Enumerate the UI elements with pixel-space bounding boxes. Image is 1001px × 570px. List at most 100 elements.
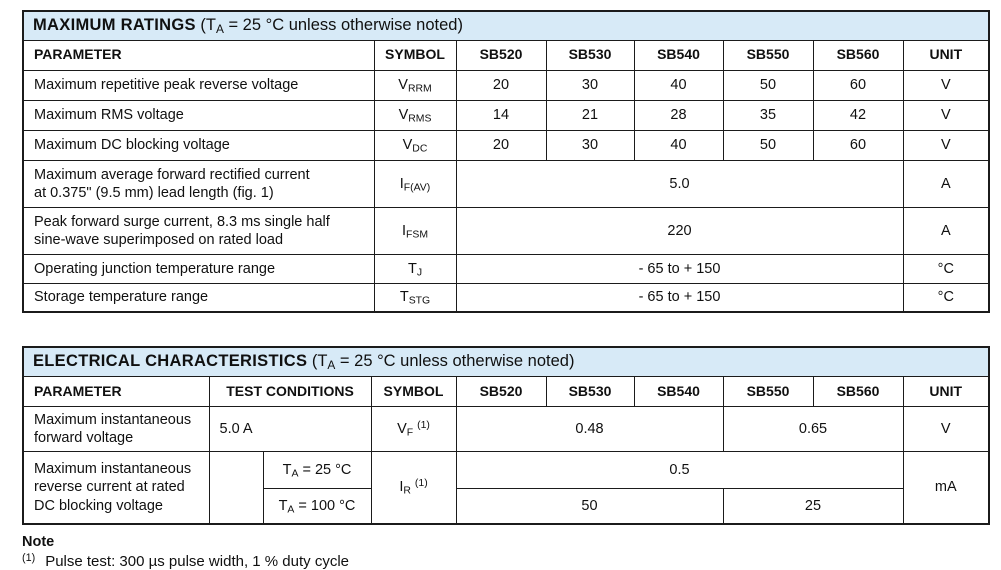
table-cell: mA xyxy=(902,450,990,525)
subscript: F(AV) xyxy=(403,182,431,194)
subscript: J xyxy=(416,267,423,279)
table-header-row: PARAMETER SYMBOL SB520 SB530 SB540 SB550 SB560… xyxy=(22,39,990,71)
table-cell: IF(AV) xyxy=(373,159,457,208)
parameter-cell: Operating junction temperature range xyxy=(22,253,375,284)
table-cell: 5.0 xyxy=(455,159,904,208)
table-title-condition: (TA = 25 °C unless otherwise noted) xyxy=(195,16,463,36)
table-cell: 50 xyxy=(455,487,724,525)
table-header-row: PARAMETER TEST CONDITIONS SYMBOL SB520 SB530… xyxy=(22,375,990,407)
table-cell: 40 xyxy=(633,69,724,101)
subscript: RRM xyxy=(407,83,432,95)
column-header-sb560: SB560 xyxy=(812,375,904,407)
table-row: Maximum instantaneous forward voltage 5.0… xyxy=(22,405,990,452)
superscript: (1) xyxy=(417,419,430,431)
subscript: F xyxy=(406,427,414,439)
table-row: Operating junction temperature range TJ - … xyxy=(22,253,990,284)
parameter-cell: Maximum instantaneous reverse current at… xyxy=(22,450,210,525)
table-cell: 50 xyxy=(722,129,814,161)
table-cell: TA = 25 °C xyxy=(262,450,372,489)
table-row: Maximum average forward rectified curren… xyxy=(22,159,990,208)
subscript: STG xyxy=(408,295,431,307)
table-row: Storage temperature range TSTG - 65 to + 1… xyxy=(22,282,990,313)
table-cell: 5.0 A xyxy=(208,405,372,452)
table-row: TA = 100 °C 50 25 xyxy=(23,487,989,525)
table-cell: 0.65 xyxy=(722,405,904,452)
superscript: (1) xyxy=(414,478,428,490)
table-cell xyxy=(208,450,264,525)
table-cell: 60 xyxy=(812,129,904,161)
table-cell: VRMS xyxy=(373,99,457,131)
table-cell: °C xyxy=(902,253,990,284)
parameter-cell: Maximum repetitive peak reverse voltage xyxy=(22,69,375,101)
parameter-cell: Maximum instantaneous forward voltage xyxy=(22,405,210,452)
note-line: (1) Pulse test: 300 µs pulse width, 1 % d… xyxy=(22,551,1001,570)
table-row: Maximum instantaneous reverse current at… xyxy=(22,450,990,525)
table-cell: 50 xyxy=(722,69,814,101)
column-header-sb550: SB550 xyxy=(722,39,814,71)
table-cell: 28 xyxy=(633,99,724,131)
table-cell: °C xyxy=(902,282,990,313)
parameter-cell: Maximum DC blocking voltage xyxy=(22,129,375,161)
table-title-row: ELECTRICAL CHARACTERISTICS (TA = 25 °C u… xyxy=(22,346,990,377)
table-cell: 20 xyxy=(455,129,547,161)
table-cell: TJ xyxy=(373,253,457,284)
table-title-row: MAXIMUM RATINGS (TA = 25 °C unless other… xyxy=(22,10,990,41)
table-cell: TSTG xyxy=(373,282,457,313)
table-maximum-ratings: MAXIMUM RATINGS (TA = 25 °C unless other… xyxy=(22,10,991,314)
table-cell: 25 xyxy=(722,487,904,525)
parameter-cell: Storage temperature range xyxy=(22,282,375,313)
note-ref-superscript: (1) xyxy=(22,551,36,564)
table-title-condition: (TA = 25 °C unless otherwise noted) xyxy=(307,352,575,373)
table-cell: IFSM xyxy=(373,206,457,255)
table-row: Peak forward surge current, 8.3 ms singl… xyxy=(22,206,990,255)
column-header-sb540: SB540 xyxy=(633,39,724,71)
table-cell: VRRM xyxy=(373,69,457,101)
table-cell: IR (1) xyxy=(370,450,457,525)
table-cell: - 65 to + 150 xyxy=(455,253,904,284)
table-title-bold: MAXIMUM RATINGS xyxy=(33,16,196,34)
note-heading: Note xyxy=(22,534,55,551)
table-cell: 30 xyxy=(545,69,635,101)
table-cell: VF (1) xyxy=(370,405,457,452)
table-title-bold: ELECTRICAL CHARACTERISTICS xyxy=(33,352,308,371)
subscript: A xyxy=(287,504,295,516)
table-title-maximum-ratings: MAXIMUM RATINGS (TA = 25 °C unless other… xyxy=(22,10,990,41)
parameter-cell: Maximum RMS voltage xyxy=(22,99,375,131)
subscript: FSM xyxy=(405,229,429,241)
table-cell: - 65 to + 150 xyxy=(455,282,904,313)
subscript: DC xyxy=(412,143,428,155)
table-cell: 220 xyxy=(455,206,904,255)
table-cell: V xyxy=(902,129,990,161)
subscript: A xyxy=(327,358,336,373)
table-cell: V xyxy=(902,69,990,101)
column-header-unit: UNIT xyxy=(902,375,990,407)
column-header-sb520: SB520 xyxy=(455,39,547,71)
subscript: A xyxy=(215,21,224,36)
table-cell: A xyxy=(902,206,990,255)
column-header-symbol: SYMBOL xyxy=(373,39,457,71)
column-header-parameter: PARAMETER xyxy=(22,39,375,71)
column-header-unit: UNIT xyxy=(902,39,990,71)
column-header-parameter: PARAMETER xyxy=(22,375,210,407)
subscript: A xyxy=(291,468,299,480)
table-electrical-characteristics: ELECTRICAL CHARACTERISTICS (TA = 25 °C u… xyxy=(22,346,991,526)
subscript: RMS xyxy=(408,113,432,125)
column-header-sb550: SB550 xyxy=(722,375,814,407)
table-cell: V xyxy=(902,405,990,452)
column-header-sb530: SB530 xyxy=(545,39,635,71)
column-header-test-conditions: TEST CONDITIONS xyxy=(208,375,372,407)
table-cell: 14 xyxy=(455,99,547,131)
parameter-cell: Peak forward surge current, 8.3 ms singl… xyxy=(22,206,375,255)
table-row: Maximum repetitive peak reverse voltage V… xyxy=(22,69,990,101)
note-text: Pulse test: 300 µs pulse width, 1 % duty… xyxy=(45,553,349,570)
table-row: Maximum RMS voltage VRMS 14 21 28 35 42 V xyxy=(22,99,990,131)
table-title-electrical-characteristics: ELECTRICAL CHARACTERISTICS (TA = 25 °C u… xyxy=(22,346,990,377)
column-header-sb540: SB540 xyxy=(633,375,724,407)
column-header-sb560: SB560 xyxy=(812,39,904,71)
table-cell: 0.5 xyxy=(455,450,904,489)
table-cell: 42 xyxy=(812,99,904,131)
table-cell: 35 xyxy=(722,99,814,131)
parameter-cell: Maximum average forward rectified curren… xyxy=(22,159,375,208)
table-cell: TA = 100 °C xyxy=(262,487,372,525)
